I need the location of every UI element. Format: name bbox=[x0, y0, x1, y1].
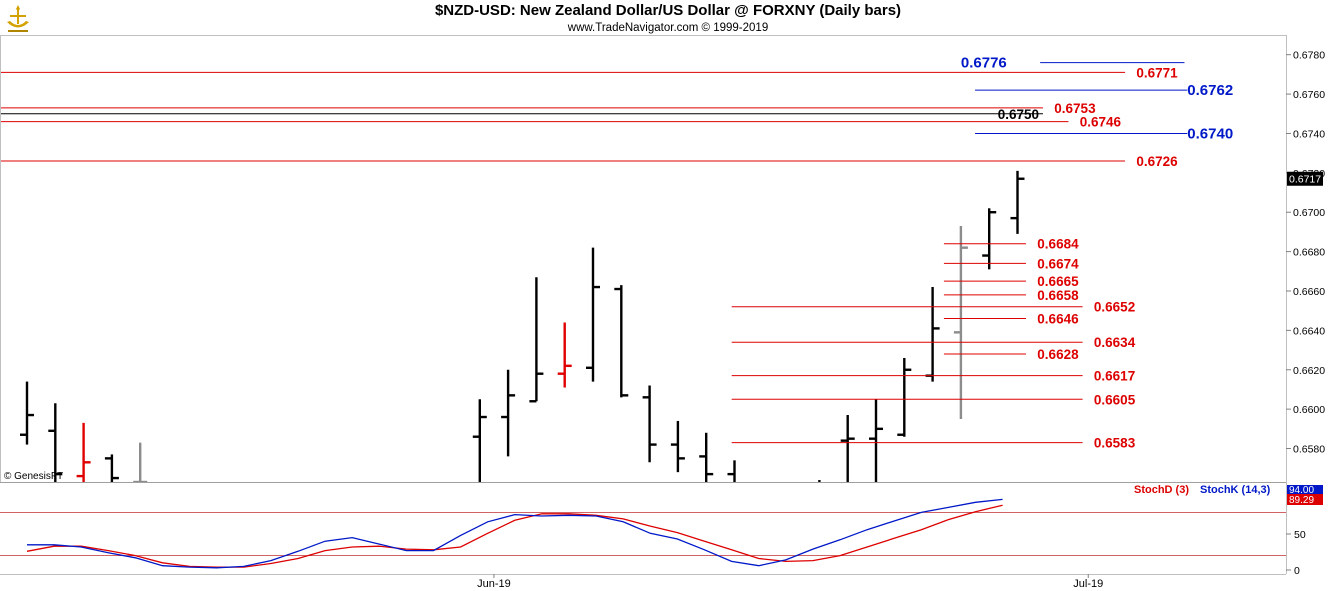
level-label: 0.6665 bbox=[1037, 274, 1079, 289]
y-tick-label: 0.6780 bbox=[1293, 50, 1325, 62]
ohlc-bar bbox=[20, 381, 34, 445]
chart-title: $NZD-USD: New Zealand Dollar/US Dollar @… bbox=[434, 2, 902, 19]
stochd-value: 89.29 bbox=[1289, 495, 1314, 506]
ohlc-bar bbox=[982, 208, 997, 270]
level-label: 0.6652 bbox=[1094, 300, 1135, 315]
legend-stochk: StochK (14,3) bbox=[1200, 484, 1271, 496]
chart-subtitle: www.TradeNavigator.com © 1999-2019 bbox=[567, 22, 769, 34]
last-price-box bbox=[1287, 171, 1323, 186]
level-label: 0.6646 bbox=[1037, 312, 1079, 327]
last-price-label: 0.6717 bbox=[1289, 174, 1321, 186]
ohlc-bar bbox=[818, 480, 821, 482]
y-tick-label: 0.6620 bbox=[1293, 365, 1325, 377]
ohlc-bar bbox=[1010, 170, 1025, 234]
level-label: 0.6750 bbox=[998, 107, 1039, 122]
x-tick-label: Jun-19 bbox=[477, 578, 511, 590]
level-label: 0.6605 bbox=[1094, 392, 1136, 407]
watermark: © GenesisFT bbox=[4, 471, 63, 482]
osc-line-stochk bbox=[27, 498, 1003, 569]
ohlc-bar bbox=[840, 415, 855, 482]
level-label: 0.6658 bbox=[1037, 288, 1079, 303]
level-label: 0.6583 bbox=[1094, 436, 1136, 451]
level-label: 0.6634 bbox=[1094, 335, 1136, 350]
ohlc-bar bbox=[48, 403, 63, 482]
y-tick-label: 0.6700 bbox=[1293, 207, 1325, 219]
y-tick-label: 0.6580 bbox=[1293, 444, 1325, 456]
osc-line-stochd bbox=[26, 504, 1003, 568]
x-tick-label: Jul-19 bbox=[1073, 578, 1103, 590]
ohlc-bar bbox=[529, 277, 544, 403]
level-label: 0.6684 bbox=[1037, 237, 1079, 252]
ohlc-bar bbox=[133, 442, 148, 482]
y-tick-label: 0.6740 bbox=[1293, 128, 1325, 140]
ohlc-bar bbox=[501, 369, 516, 457]
level-label: 0.6726 bbox=[1136, 154, 1178, 169]
ohlc-bar bbox=[642, 385, 657, 463]
level-label: 0.6740 bbox=[1187, 125, 1233, 142]
level-label: 0.6771 bbox=[1136, 65, 1178, 80]
level-label: 0.6776 bbox=[961, 55, 1007, 72]
ohlc-bar bbox=[76, 422, 91, 482]
oscillator-panel: StochD (3) StochK (14,3) bbox=[0, 484, 1286, 569]
y-tick-label: 0.6680 bbox=[1293, 247, 1325, 259]
ohlc-bar bbox=[472, 399, 487, 482]
ohlc-bar bbox=[586, 247, 600, 382]
stochk-value: 94.00 bbox=[1289, 485, 1314, 496]
axes: 0.6580 0.6600 0.6620 0.6640 0.6660 0.6680 0.67… bbox=[0, 35, 1325, 590]
y-tick-label: 0.6600 bbox=[1293, 404, 1325, 416]
y-tick-label: 0.6660 bbox=[1293, 286, 1325, 298]
ohlc-bar bbox=[614, 285, 629, 398]
ohlc-bar bbox=[727, 460, 736, 482]
ohlc-bar bbox=[699, 432, 714, 482]
level-label: 0.6746 bbox=[1080, 115, 1122, 130]
osc-y-tick-label: 0 bbox=[1294, 565, 1300, 577]
stochk-value-box bbox=[1287, 485, 1323, 494]
y-tick-label: 0.6760 bbox=[1293, 89, 1325, 101]
stochd-value-box bbox=[1287, 494, 1323, 505]
level-label: 0.6617 bbox=[1094, 369, 1135, 384]
legend-stochd: StochD (3) bbox=[1134, 484, 1189, 496]
ohlc-bar bbox=[670, 420, 685, 473]
ohlc-bar bbox=[925, 287, 940, 382]
y-tick-label: 0.6640 bbox=[1293, 325, 1325, 337]
ohlc-bar bbox=[897, 357, 912, 437]
ohlc-bar bbox=[104, 454, 119, 482]
osc-y-tick-label: 50 bbox=[1294, 529, 1306, 541]
level-label: 0.6762 bbox=[1187, 82, 1233, 99]
level-label: 0.6753 bbox=[1054, 101, 1096, 116]
ohlc-bar bbox=[953, 226, 968, 419]
ohlc-bar bbox=[557, 322, 572, 388]
ohlc-bar bbox=[869, 399, 883, 482]
trade-navigator-logo-icon bbox=[7, 5, 29, 32]
level-label: 0.6628 bbox=[1037, 347, 1079, 362]
price-plot-area bbox=[20, 170, 1025, 482]
level-label: 0.6674 bbox=[1037, 256, 1079, 271]
